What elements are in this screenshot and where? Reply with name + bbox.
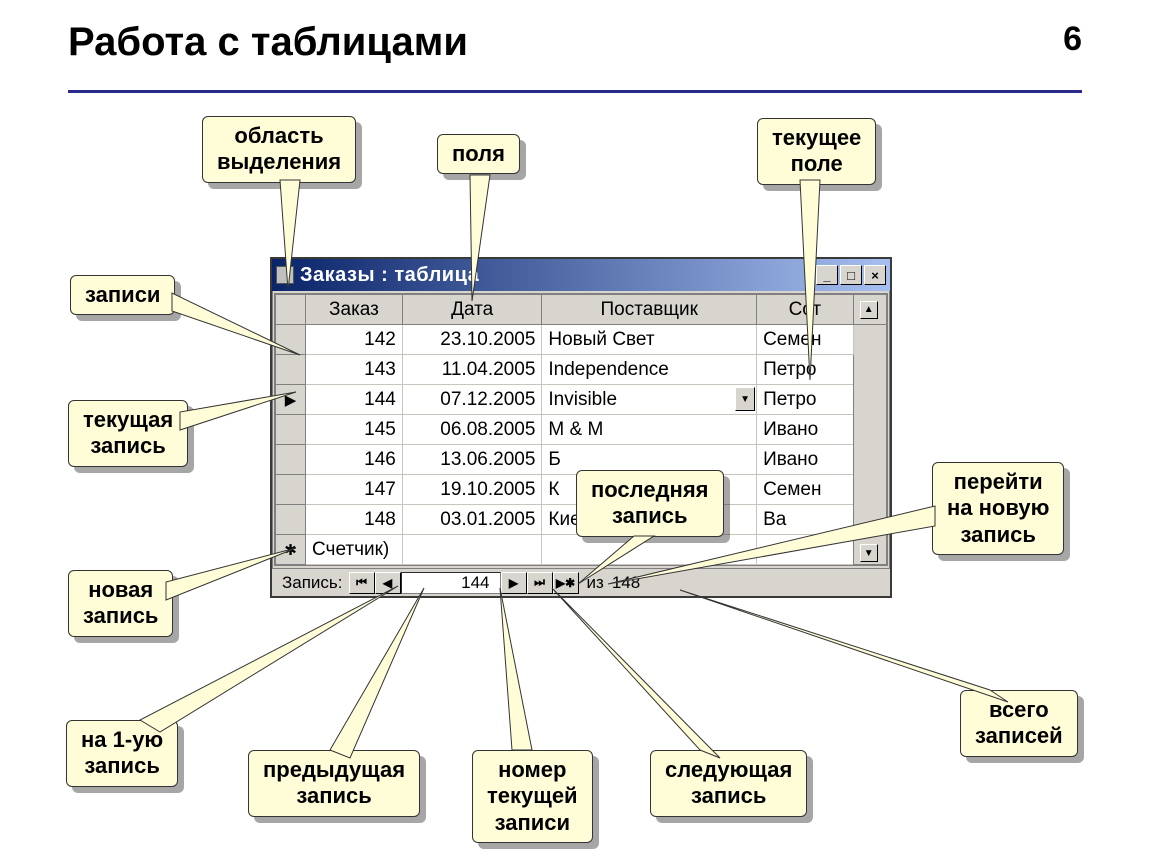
cell[interactable]: 07.12.2005 bbox=[402, 385, 542, 415]
callout-fields: поля bbox=[437, 134, 520, 174]
row-selector-current[interactable]: ▶ bbox=[276, 385, 306, 415]
callout-goto-new: перейти на новую запись bbox=[932, 462, 1064, 555]
col-header-order[interactable]: Заказ bbox=[306, 295, 403, 325]
cell[interactable]: 19.10.2005 bbox=[402, 475, 542, 505]
callout-total-records: всего записей bbox=[960, 690, 1078, 757]
callout-current-field: текущее поле bbox=[757, 118, 876, 185]
cell[interactable]: 144 bbox=[306, 385, 403, 415]
nav-label: Запись: bbox=[276, 573, 349, 593]
row-selector[interactable] bbox=[276, 475, 306, 505]
callout-new-record: новая запись bbox=[68, 570, 173, 637]
select-all-cell[interactable] bbox=[276, 295, 306, 325]
cell[interactable]: 145 bbox=[306, 415, 403, 445]
cell[interactable]: Петро bbox=[757, 385, 854, 415]
maximize-button[interactable]: □ bbox=[840, 265, 862, 285]
cell[interactable] bbox=[402, 535, 542, 565]
cell[interactable] bbox=[542, 535, 757, 565]
cell-text: Invisible bbox=[548, 389, 617, 410]
window-icon bbox=[276, 266, 294, 284]
close-button[interactable]: × bbox=[864, 265, 886, 285]
cell[interactable]: 147 bbox=[306, 475, 403, 505]
cell[interactable]: 06.08.2005 bbox=[402, 415, 542, 445]
cell[interactable]: Ва bbox=[757, 505, 854, 535]
cell[interactable]: 143 bbox=[306, 355, 403, 385]
minimize-button[interactable]: _ bbox=[816, 265, 838, 285]
scroll-up-cell[interactable]: ▲ bbox=[853, 295, 886, 325]
cell[interactable]: 146 bbox=[306, 445, 403, 475]
combo-dropdown-button[interactable]: ▼ bbox=[735, 387, 755, 411]
table-window: Заказы : таблица _ □ × Заказ Дата Постав… bbox=[270, 257, 892, 598]
table-row-current[interactable]: ▶ 144 07.12.2005 Invisible ▼ Петро bbox=[276, 385, 887, 415]
cell[interactable]: Ивано bbox=[757, 415, 854, 445]
table-row[interactable]: 143 11.04.2005 Independence Петро bbox=[276, 355, 887, 385]
cell[interactable]: Семен bbox=[757, 475, 854, 505]
nav-new-button[interactable]: ▶✱ bbox=[553, 572, 579, 594]
col-header-employee[interactable]: Сот bbox=[757, 295, 854, 325]
callout-first-record: на 1-ую запись bbox=[66, 720, 178, 787]
table-row[interactable]: 145 06.08.2005 M & M Ивано bbox=[276, 415, 887, 445]
nav-prev-button[interactable]: ◀ bbox=[375, 572, 401, 594]
cell[interactable]: Ивано bbox=[757, 445, 854, 475]
cell[interactable]: 23.10.2005 bbox=[402, 325, 542, 355]
page-number: 6 bbox=[1063, 20, 1082, 59]
cell[interactable]: Петро bbox=[757, 355, 854, 385]
scrollbar-track[interactable]: ▼ bbox=[853, 325, 886, 565]
header-row: Заказ Дата Поставщик Сот ▲ bbox=[276, 295, 887, 325]
cell[interactable]: 142 bbox=[306, 325, 403, 355]
scroll-up-icon[interactable]: ▲ bbox=[860, 301, 878, 319]
cell[interactable]: Новый Свет bbox=[542, 325, 757, 355]
callout-records: записи bbox=[70, 275, 175, 315]
callout-current-number: номер текущей записи bbox=[472, 750, 593, 843]
callout-selection-area: область выделения bbox=[202, 116, 356, 183]
row-selector[interactable] bbox=[276, 325, 306, 355]
page-title: Работа с таблицами bbox=[68, 20, 468, 65]
table-row[interactable]: 142 23.10.2005 Новый Свет Семен ▼ bbox=[276, 325, 887, 355]
nav-of-label: из bbox=[579, 573, 612, 593]
title-rule bbox=[68, 90, 1082, 93]
cell-autonum[interactable]: Счетчик) bbox=[306, 535, 403, 565]
cell[interactable]: 03.01.2005 bbox=[402, 505, 542, 535]
cell[interactable]: 11.04.2005 bbox=[402, 355, 542, 385]
cell[interactable]: Invisible ▼ bbox=[542, 385, 757, 415]
callout-next-record: следующая запись bbox=[650, 750, 807, 817]
cell[interactable]: 148 bbox=[306, 505, 403, 535]
col-header-date[interactable]: Дата bbox=[402, 295, 542, 325]
titlebar[interactable]: Заказы : таблица _ □ × bbox=[272, 259, 890, 291]
row-selector[interactable] bbox=[276, 445, 306, 475]
col-header-supplier[interactable]: Поставщик bbox=[542, 295, 757, 325]
scroll-down-icon[interactable]: ▼ bbox=[860, 544, 878, 562]
row-selector[interactable] bbox=[276, 415, 306, 445]
cell[interactable]: M & M bbox=[542, 415, 757, 445]
nav-current-input[interactable]: 144 bbox=[401, 572, 501, 594]
nav-first-button[interactable]: ⏮ bbox=[349, 572, 375, 594]
row-selector[interactable] bbox=[276, 505, 306, 535]
cell[interactable]: Семен bbox=[757, 325, 854, 355]
cell[interactable]: Independence bbox=[542, 355, 757, 385]
cell[interactable] bbox=[757, 535, 854, 565]
table-row-new[interactable]: ✱ Счетчик) bbox=[276, 535, 887, 565]
callout-current-record: текущая запись bbox=[68, 400, 188, 467]
row-selector[interactable] bbox=[276, 355, 306, 385]
row-selector-new[interactable]: ✱ bbox=[276, 535, 306, 565]
cell[interactable]: 13.06.2005 bbox=[402, 445, 542, 475]
nav-next-button[interactable]: ▶ bbox=[501, 572, 527, 594]
callout-last-record: последняя запись bbox=[576, 470, 724, 537]
nav-total: 148 bbox=[612, 573, 640, 593]
record-navigator: Запись: ⏮ ◀ 144 ▶ ⏭ ▶✱ из 148 bbox=[272, 568, 890, 596]
nav-last-button[interactable]: ⏭ bbox=[527, 572, 553, 594]
callout-prev-record: предыдущая запись bbox=[248, 750, 420, 817]
window-title: Заказы : таблица bbox=[300, 264, 816, 287]
